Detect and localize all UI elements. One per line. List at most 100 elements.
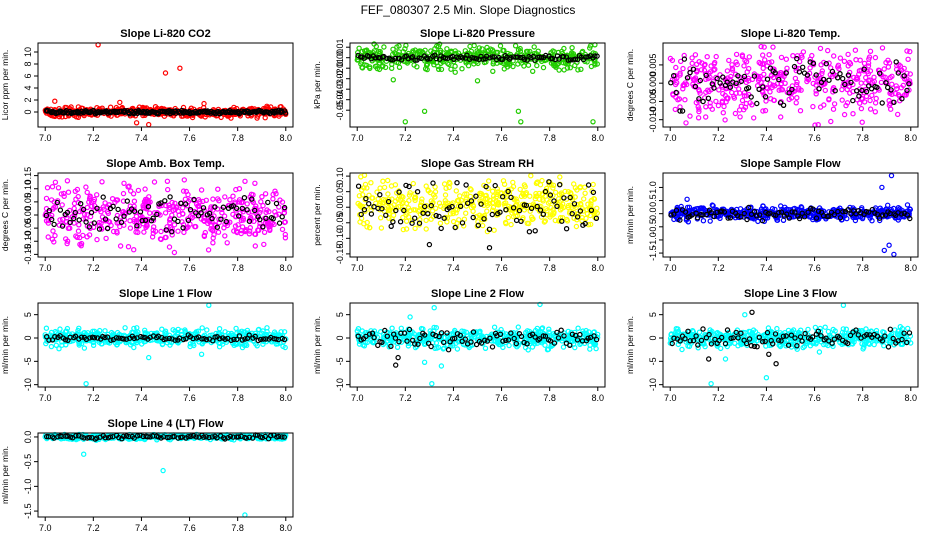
data-point-subset bbox=[249, 196, 255, 202]
data-point-subset bbox=[848, 79, 854, 86]
data-point-all bbox=[437, 220, 444, 226]
data-point-all bbox=[62, 236, 69, 242]
data-point-all bbox=[572, 185, 579, 191]
data-point-all bbox=[51, 199, 57, 205]
data-point-all bbox=[121, 180, 127, 186]
data-point-all bbox=[388, 183, 395, 189]
data-point-subset bbox=[158, 200, 164, 206]
data-point-all bbox=[741, 90, 748, 96]
data-point-all bbox=[444, 46, 450, 52]
data-point-all bbox=[503, 220, 509, 227]
data-point-all bbox=[761, 44, 767, 50]
data-point-all bbox=[48, 343, 55, 350]
data-point-all bbox=[258, 207, 264, 213]
x-tick-label: 7.8 bbox=[231, 133, 244, 143]
data-point-all bbox=[905, 325, 911, 332]
data-point-subset bbox=[96, 226, 103, 232]
x-tick-label: 7.2 bbox=[712, 263, 725, 273]
data-point-all bbox=[133, 120, 140, 126]
data-point-all bbox=[394, 204, 400, 211]
y-tick-label: -5 bbox=[335, 357, 345, 365]
x-tick-label: 7.6 bbox=[495, 133, 508, 143]
x-tick-label: 7.2 bbox=[399, 133, 412, 143]
data-point-all bbox=[489, 207, 496, 213]
data-point-all bbox=[423, 226, 429, 232]
data-point-subset bbox=[457, 203, 464, 209]
data-point-all bbox=[766, 52, 772, 58]
data-point-all bbox=[76, 234, 83, 241]
data-point-all bbox=[52, 179, 59, 185]
data-point-all bbox=[881, 247, 888, 254]
data-point-subset bbox=[282, 110, 289, 116]
data-point-subset bbox=[233, 205, 240, 211]
data-point-all bbox=[103, 217, 110, 223]
data-point-subset bbox=[263, 215, 269, 221]
data-point-all bbox=[162, 210, 169, 216]
data-point-all bbox=[49, 236, 56, 242]
data-point-all bbox=[850, 110, 856, 117]
data-point-subset bbox=[735, 73, 741, 79]
data-point-subset bbox=[733, 80, 739, 87]
data-point-all bbox=[389, 65, 395, 72]
data-point-subset bbox=[281, 204, 288, 211]
data-point-all bbox=[141, 205, 147, 211]
data-point-all bbox=[201, 233, 208, 240]
data-point-all bbox=[865, 63, 872, 69]
data-point-all bbox=[361, 185, 367, 191]
data-point-all bbox=[382, 64, 389, 71]
data-point-all bbox=[813, 91, 819, 97]
data-point-all bbox=[481, 214, 487, 220]
x-tick-label: 7.8 bbox=[543, 393, 556, 403]
data-point-all bbox=[680, 65, 686, 72]
data-point-all bbox=[826, 60, 832, 66]
x-tick-label: 7.2 bbox=[87, 393, 100, 403]
data-point-subset bbox=[445, 347, 452, 353]
data-point-subset bbox=[582, 220, 588, 227]
y-tick-label: 0.10 bbox=[23, 180, 33, 198]
data-point-subset bbox=[102, 216, 109, 222]
data-point-all bbox=[443, 185, 449, 191]
data-point-subset bbox=[497, 209, 503, 215]
data-point-subset bbox=[754, 100, 760, 107]
data-point-all bbox=[430, 213, 436, 220]
x-tick-label: 7.0 bbox=[664, 133, 677, 143]
data-point-subset bbox=[786, 90, 792, 96]
data-point-all bbox=[216, 326, 223, 332]
data-point-all bbox=[201, 215, 208, 221]
data-point-all bbox=[575, 325, 581, 331]
data-point-all bbox=[673, 64, 679, 71]
data-point-all bbox=[703, 89, 709, 96]
data-point-all bbox=[371, 41, 377, 47]
data-point-all bbox=[378, 215, 384, 221]
data-point-all bbox=[468, 187, 474, 193]
data-point-all bbox=[894, 86, 900, 92]
data-point-all bbox=[716, 87, 722, 93]
data-point-all bbox=[500, 47, 506, 54]
data-point-all bbox=[240, 199, 246, 205]
data-point-all bbox=[117, 214, 124, 220]
data-point-all bbox=[372, 63, 379, 70]
data-point-all bbox=[891, 251, 897, 258]
data-point-subset bbox=[684, 75, 691, 81]
data-point-all bbox=[841, 111, 848, 118]
data-point-subset bbox=[195, 212, 202, 219]
x-tick-label: 7.0 bbox=[39, 133, 52, 143]
data-point-subset bbox=[681, 56, 688, 62]
data-point-subset bbox=[473, 56, 480, 62]
data-point-all bbox=[711, 61, 717, 67]
data-point-subset bbox=[561, 195, 567, 201]
data-point-all bbox=[205, 220, 211, 227]
data-point-all bbox=[403, 218, 410, 224]
data-point-all bbox=[210, 227, 216, 233]
data-point-subset bbox=[459, 220, 466, 226]
data-point-all bbox=[872, 109, 879, 115]
data-point-all bbox=[406, 192, 413, 198]
data-point-subset bbox=[826, 77, 832, 83]
y-tick-label: 0 bbox=[23, 335, 33, 340]
data-point-all bbox=[550, 185, 556, 191]
data-point-subset bbox=[393, 207, 399, 214]
data-point-subset bbox=[385, 198, 392, 205]
data-point-subset bbox=[885, 84, 891, 91]
data-point-all bbox=[871, 78, 878, 85]
data-point-subset bbox=[113, 216, 119, 222]
